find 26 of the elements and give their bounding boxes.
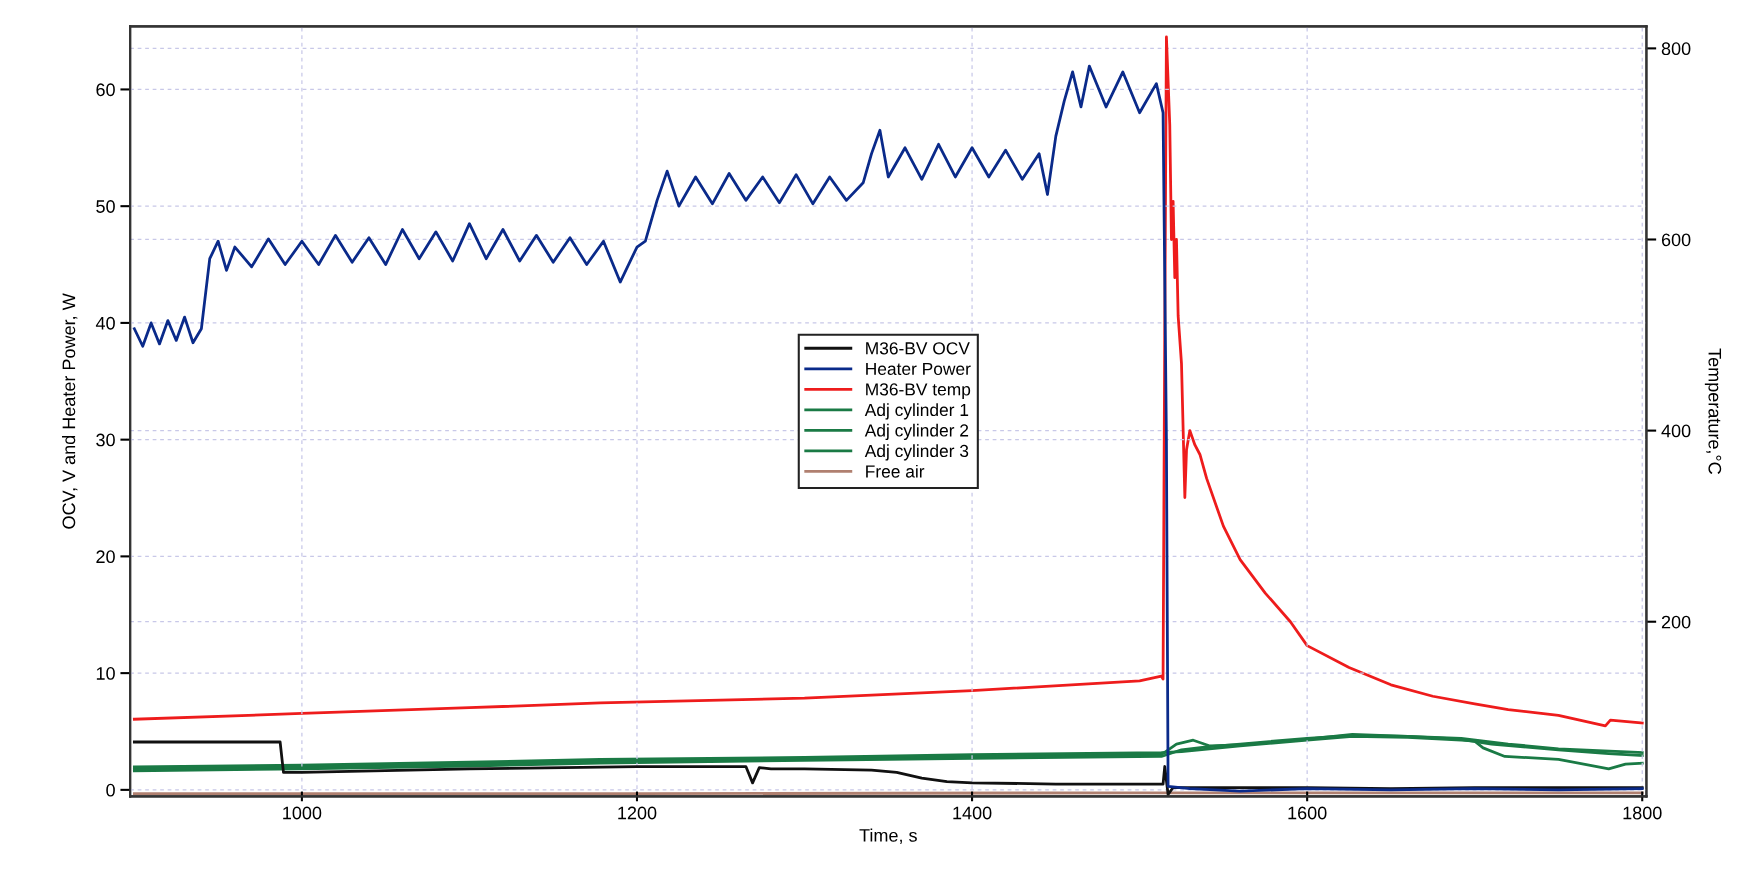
legend-label: Adj cylinder 1 [864, 403, 969, 420]
x-tick-label: 1800 [1623, 806, 1662, 820]
y-tick-label: 20 [96, 550, 115, 564]
y2-axis-title: Temperature,°C [1704, 348, 1722, 475]
y-tick-label: 40 [95, 316, 115, 330]
x-tick-label: 1000 [283, 806, 322, 820]
legend-label: Free air [866, 464, 925, 478]
x-tick-label: 1600 [1288, 806, 1327, 820]
legend-label: Heater Power [866, 362, 971, 376]
y-axis-title: OCV, V and Heater Power, W [62, 293, 78, 529]
y-tick-label: 50 [96, 200, 115, 213]
legend-label: M36-BV OCV [866, 342, 970, 355]
x-axis-title: Time, s [859, 828, 917, 844]
legend-label: Adj cylinder 2 [864, 423, 969, 441]
y2-tick-label: 400 [1661, 424, 1691, 438]
legend-label: M36-BV temp [866, 383, 971, 399]
y2-tick-label: 200 [1661, 615, 1691, 629]
y2-tick-label: 600 [1661, 233, 1691, 247]
y-tick-label: 30 [96, 433, 115, 447]
x-tick-label: 1400 [953, 806, 992, 820]
y2-tick-label: 800 [1661, 42, 1691, 56]
y-tick-label: 10 [96, 667, 115, 680]
x-tick-label: 1200 [618, 806, 657, 820]
legend-label: Adj cylinder 3 [864, 444, 969, 461]
y-tick-label: 60 [96, 83, 115, 97]
y-tick-label: 0 [106, 783, 115, 797]
